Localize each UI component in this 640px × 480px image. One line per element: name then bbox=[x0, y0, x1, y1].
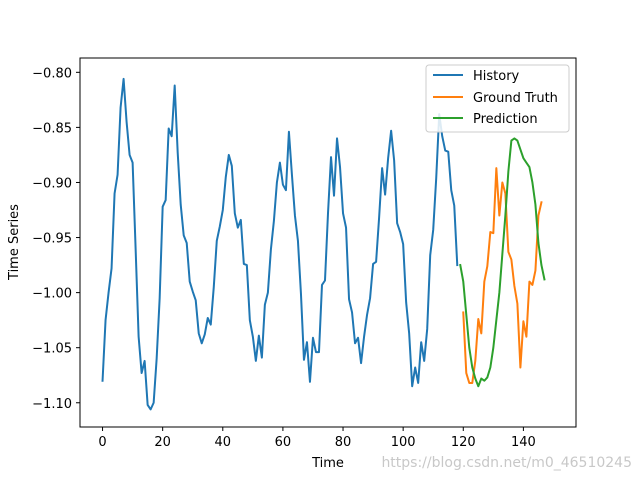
x-tick-label: 20 bbox=[154, 435, 171, 450]
x-tick-label: 40 bbox=[215, 435, 232, 450]
series-layer bbox=[101, 77, 546, 411]
watermark-text: https://blog.csdn.net/m0_46510245 bbox=[381, 455, 632, 471]
series-line-ground-truth bbox=[462, 167, 543, 384]
y-tick-label: −0.85 bbox=[32, 121, 72, 136]
y-tick-label: −1.05 bbox=[32, 342, 72, 357]
x-axis: 0 20 40 60 80 100 120 140 bbox=[98, 427, 536, 450]
series-line-history bbox=[101, 77, 459, 411]
x-tick-label: 120 bbox=[451, 435, 476, 450]
y-tick-label: −1.00 bbox=[32, 287, 72, 302]
legend: History Ground Truth Prediction bbox=[425, 64, 570, 133]
y-tick-label: −1.10 bbox=[32, 397, 72, 412]
x-tick-label: 0 bbox=[98, 435, 106, 450]
legend-box bbox=[425, 64, 570, 133]
y-tick-label: −0.80 bbox=[32, 66, 72, 81]
legend-ground-truth-label: Ground Truth bbox=[473, 91, 558, 106]
x-axis-label: Time bbox=[311, 456, 344, 471]
y-axis: −0.80 −0.85 −0.90 −0.95 −1.00 −1.05 −1.10 bbox=[32, 66, 80, 412]
x-tick-label: 100 bbox=[391, 435, 416, 450]
x-tick-label: 80 bbox=[335, 435, 352, 450]
plot-frame bbox=[79, 57, 577, 428]
y-tick-label: −0.95 bbox=[32, 232, 72, 247]
legend-prediction-label: Prediction bbox=[473, 112, 538, 127]
y-axis-label: Time Series bbox=[7, 204, 22, 281]
series-line-prediction bbox=[459, 137, 546, 388]
legend-history-label: History bbox=[473, 69, 520, 84]
x-tick-label: 60 bbox=[275, 435, 292, 450]
y-tick-label: −0.90 bbox=[32, 176, 72, 191]
x-tick-label: 140 bbox=[511, 435, 536, 450]
